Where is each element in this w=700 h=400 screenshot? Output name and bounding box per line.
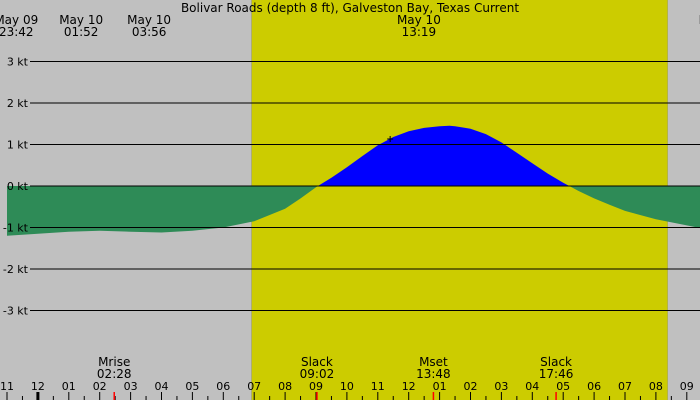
x-tick-label: 02 bbox=[464, 380, 478, 393]
y-tick-label: 3 kt bbox=[7, 56, 29, 69]
x-tick-label: 08 bbox=[278, 380, 292, 393]
x-tick-label: 01 bbox=[62, 380, 76, 393]
x-tick-label: 06 bbox=[587, 380, 601, 393]
x-tick-label: 07 bbox=[618, 380, 632, 393]
event-annotation-label: Mrise bbox=[98, 355, 130, 369]
x-tick-label: 04 bbox=[155, 380, 169, 393]
x-tick-label: 12 bbox=[31, 380, 45, 393]
x-tick-label: 12 bbox=[402, 380, 416, 393]
x-tick-label: 05 bbox=[556, 380, 570, 393]
x-tick-label: 07 bbox=[247, 380, 261, 393]
x-tick-label: 09 bbox=[309, 380, 323, 393]
top-annotation-time: 01:52 bbox=[64, 25, 99, 39]
event-annotation-time: 02:28 bbox=[97, 367, 132, 381]
event-annotation-label: Mset bbox=[419, 355, 448, 369]
y-tick-label: -3 kt bbox=[3, 305, 29, 318]
x-tick-label: 04 bbox=[525, 380, 539, 393]
chart-title: Bolivar Roads (depth 8 ft), Galveston Ba… bbox=[181, 1, 519, 15]
y-tick-label: -2 kt bbox=[3, 263, 29, 276]
x-tick-label: 02 bbox=[93, 380, 107, 393]
ebb-current-area bbox=[7, 186, 700, 236]
top-annotation-date: May 10 bbox=[127, 13, 171, 27]
flood-current-area bbox=[7, 125, 700, 186]
top-annotation-time: 13:19 bbox=[402, 25, 437, 39]
top-annotation-date: M bbox=[699, 13, 700, 27]
x-tick-label: 01 bbox=[433, 380, 447, 393]
x-tick-label: 08 bbox=[649, 380, 663, 393]
event-annotation-time: 13:48 bbox=[416, 367, 451, 381]
max-current-marker bbox=[387, 136, 394, 143]
top-annotation-time: 03:56 bbox=[132, 25, 167, 39]
x-tick-label: 10 bbox=[340, 380, 354, 393]
y-axis-tick-labels: 3 kt 2 kt 1 kt 0 kt -1 kt -2 kt -3 kt bbox=[3, 56, 29, 318]
top-annotation-date: May 10 bbox=[59, 13, 103, 27]
y-tick-label: 2 kt bbox=[7, 97, 29, 110]
x-tick-label: 11 bbox=[371, 380, 385, 393]
y-tick-label: 1 kt bbox=[7, 139, 29, 152]
x-tick-label: 03 bbox=[494, 380, 508, 393]
x-tick-label: 06 bbox=[216, 380, 230, 393]
event-annotation-label: Slack bbox=[540, 355, 572, 369]
x-axis-hour-labels: 11 12 01 02 03 04 05 06 07 08 09 10 11 12 01 02 03 04 05 06… bbox=[0, 380, 694, 400]
y-tick-label: 0 kt bbox=[7, 180, 29, 193]
top-annotation-date: May 09 bbox=[0, 13, 38, 27]
x-tick-label: 05 bbox=[185, 380, 199, 393]
x-tick-label: 09 bbox=[680, 380, 694, 393]
event-annotation-label: Slack bbox=[301, 355, 333, 369]
top-annotation-date: May 10 bbox=[397, 13, 441, 27]
current-area-series bbox=[7, 125, 700, 236]
x-tick-label: 11 bbox=[0, 380, 14, 393]
midnight-marker bbox=[36, 392, 40, 400]
top-annotation-time: 23:42 bbox=[0, 25, 34, 39]
y-tick-label: -1 kt bbox=[3, 222, 29, 235]
horizontal-gridlines bbox=[30, 61, 700, 311]
event-annotation-time: 09:02 bbox=[300, 367, 335, 381]
event-annotation-time: 17:46 bbox=[539, 367, 574, 381]
x-tick-label: 03 bbox=[124, 380, 138, 393]
